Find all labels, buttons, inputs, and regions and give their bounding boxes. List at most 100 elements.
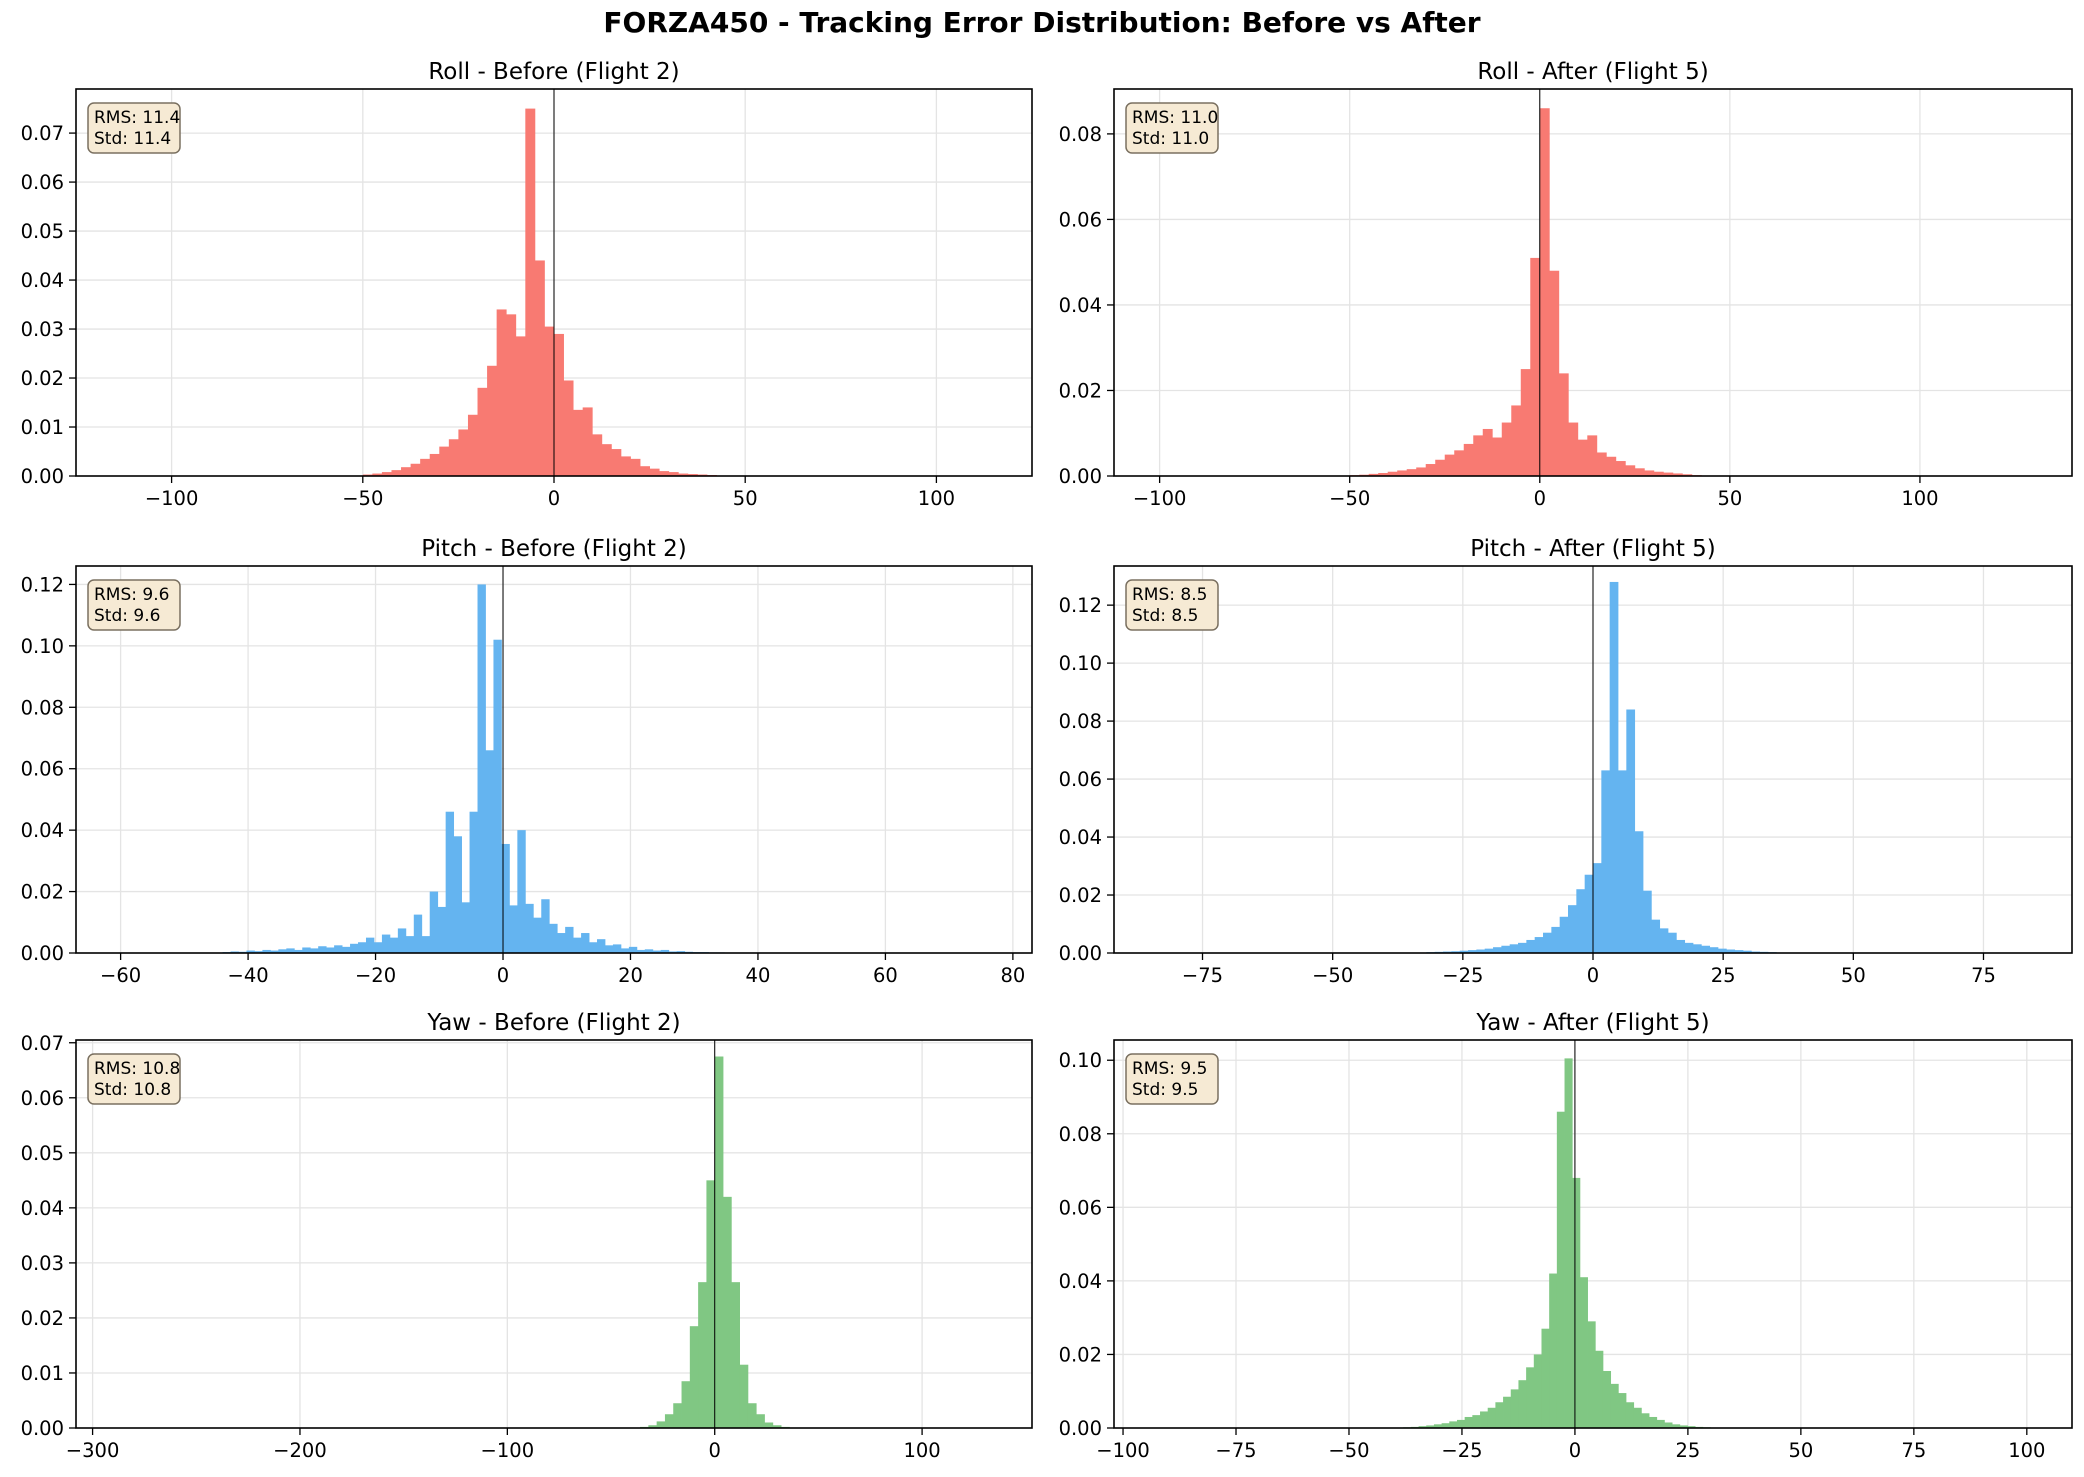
pitch-after-bar xyxy=(1584,874,1594,953)
pitch-before-std-text: Std: 9.6 xyxy=(94,606,160,626)
yaw-before-ytick-label: 0.02 xyxy=(21,1307,64,1330)
roll-before-bar xyxy=(429,453,440,476)
pitch-after-bar xyxy=(1543,932,1552,953)
yaw-before-bar xyxy=(756,1414,765,1428)
roll-before-bar xyxy=(477,387,488,476)
pitch-after-xtick-label: 25 xyxy=(1711,964,1736,987)
yaw-after-bar xyxy=(1587,1321,1596,1428)
yaw-before-panel: −300 −200 −100 0 100 0.00 0.01 0.02 0.03 0.04 0.05… xyxy=(21,1010,1033,1462)
yaw-after-bar xyxy=(1687,1426,1696,1428)
pitch-before-bar xyxy=(541,899,550,953)
pitch-before-bar xyxy=(485,750,494,953)
yaw-after-bar xyxy=(1518,1380,1527,1428)
pitch-before-stats-box xyxy=(87,579,181,631)
yaw-after-bar xyxy=(1679,1425,1688,1428)
pitch-before-xtick-label: 0 xyxy=(497,964,509,987)
yaw-after-bar xyxy=(1564,1058,1573,1428)
roll-before-bar xyxy=(573,409,584,476)
roll-before-bar xyxy=(372,473,383,476)
yaw-before-bar xyxy=(664,1414,674,1428)
roll-before-bar xyxy=(506,314,517,476)
pitch-after-bar xyxy=(1509,944,1519,953)
pitch-before-bar xyxy=(445,811,455,953)
roll-before-bar xyxy=(458,429,469,476)
yaw-after-ytick-label: 0.10 xyxy=(1059,1049,1102,1072)
pitch-after-bar xyxy=(1684,942,1694,953)
roll-after-bar xyxy=(1387,471,1398,476)
pitch-before-bar xyxy=(628,946,638,953)
roll-before-xtick-label: −50 xyxy=(342,487,383,510)
yaw-before-xtick-label: −100 xyxy=(481,1439,535,1462)
pitch-after-xtick-label: 50 xyxy=(1841,964,1866,987)
roll-before-bar xyxy=(659,471,670,476)
pitch-before-bar xyxy=(533,917,542,953)
pitch-after-xtick-label: −50 xyxy=(1312,964,1353,987)
pitch-after-bar xyxy=(1459,950,1469,953)
roll-before-std-text: Std: 11.4 xyxy=(94,129,171,149)
roll-after-ytick-label: 0.04 xyxy=(1059,294,1102,317)
pitch-before-bar xyxy=(365,937,375,953)
yaw-before-xtick-label: −200 xyxy=(273,1439,327,1462)
yaw-after-std-text: Std: 9.5 xyxy=(1132,1080,1198,1100)
roll-after-bar xyxy=(1615,461,1626,476)
yaw-before-axes-frame xyxy=(75,1039,1033,1429)
pitch-after-bar xyxy=(1593,863,1602,953)
pitch-after-bar xyxy=(1468,950,1477,953)
yaw-after-rms-text: RMS: 9.5 xyxy=(1132,1059,1207,1079)
roll-before-bar xyxy=(601,444,612,476)
roll-before-bar xyxy=(525,108,536,476)
roll-after-ytick-label: 0.08 xyxy=(1059,123,1102,146)
roll-after-bar xyxy=(1672,473,1683,476)
pitch-before-bar xyxy=(469,811,478,953)
roll-after-bar xyxy=(1501,422,1512,476)
yaw-after-bar xyxy=(1610,1383,1619,1428)
roll-before-bar xyxy=(611,449,622,476)
pitch-after-bar xyxy=(1626,709,1636,953)
pitch-before-ytick-label: 0.12 xyxy=(21,573,64,596)
yaw-after-xtick-label: 75 xyxy=(1901,1439,1926,1462)
pitch-after-ytick-label: 0.08 xyxy=(1059,710,1102,733)
roll-before-bar xyxy=(467,414,478,476)
roll-after-axes-frame xyxy=(1113,88,2073,477)
roll-before-ytick-label: 0.04 xyxy=(21,269,64,292)
roll-before-rms-text: RMS: 11.4 xyxy=(94,108,180,128)
roll-before-xtick-label: 0 xyxy=(548,487,560,510)
yaw-before-bar xyxy=(731,1282,741,1428)
yaw-after-ytick-label: 0.04 xyxy=(1059,1270,1102,1293)
pitch-after-ytick-label: 0.02 xyxy=(1059,884,1102,907)
pitch-before-bar xyxy=(246,950,255,953)
roll-before-bar xyxy=(544,326,555,476)
yaw-before-bar xyxy=(739,1364,749,1428)
pitch-after-bar xyxy=(1726,949,1736,953)
pitch-before-bar xyxy=(461,902,470,953)
roll-before-bar xyxy=(534,260,545,476)
pitch-after-bar xyxy=(1501,945,1511,953)
roll-after-ytick-label: 0.06 xyxy=(1059,208,1102,231)
yaw-after-ytick-label: 0.00 xyxy=(1059,1417,1102,1440)
pitch-after-ytick-label: 0.10 xyxy=(1059,652,1102,675)
pitch-before-ytick-label: 0.10 xyxy=(21,635,64,658)
roll-after-bar xyxy=(1397,470,1408,476)
roll-after-bar xyxy=(1606,456,1617,476)
yaw-before-ytick-label: 0.01 xyxy=(21,1362,64,1385)
yaw-before-bar xyxy=(706,1180,716,1428)
pitch-before-bar xyxy=(652,950,662,953)
pitch-before-bar xyxy=(501,843,510,953)
yaw-before-stats-box xyxy=(87,1053,181,1105)
pitch-after-bar xyxy=(1701,945,1711,953)
roll-before-panel: −100 −50 0 50 100 0.00 0.01 0.02 0.03 0.04 0.05 0.0… xyxy=(21,59,1033,510)
yaw-before-bar xyxy=(656,1421,666,1428)
pitch-after-bar xyxy=(1659,928,1669,953)
yaw-after-bar xyxy=(1618,1393,1627,1428)
pitch-after-bar xyxy=(1667,932,1677,953)
roll-before-bar xyxy=(496,309,507,476)
yaw-after-bar xyxy=(1433,1424,1443,1428)
yaw-after-bar xyxy=(1533,1354,1542,1428)
yaw-before-bar xyxy=(772,1425,782,1428)
yaw-after-bar xyxy=(1572,1177,1581,1428)
pitch-before-bar xyxy=(581,933,590,953)
pitch-before-panel: −60 −40 −20 0 20 40 60 80 0.00 0.02 0.04 0.06 0.08 0.… xyxy=(21,536,1033,987)
pitch-before-bar xyxy=(334,945,343,953)
pitch-before-bar xyxy=(318,946,327,953)
yaw-after-bar xyxy=(1672,1424,1681,1428)
